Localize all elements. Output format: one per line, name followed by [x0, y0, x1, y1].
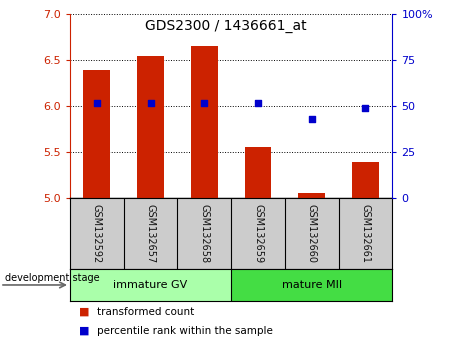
Text: GSM132661: GSM132661 — [360, 204, 371, 263]
Bar — [231, 269, 392, 301]
Text: ■: ■ — [79, 326, 89, 336]
Point — [362, 105, 369, 111]
Text: transformed count: transformed count — [97, 307, 194, 316]
Text: immature GV: immature GV — [113, 280, 188, 290]
Text: mature MII: mature MII — [282, 280, 342, 290]
Text: percentile rank within the sample: percentile rank within the sample — [97, 326, 273, 336]
Bar — [352, 162, 379, 198]
Text: GSM132659: GSM132659 — [253, 204, 263, 263]
Text: development stage: development stage — [5, 273, 99, 283]
Bar — [298, 193, 325, 198]
Bar — [191, 46, 218, 198]
Point — [201, 100, 208, 105]
Point — [147, 100, 154, 105]
Point — [93, 100, 101, 105]
Bar — [70, 269, 231, 301]
Text: ■: ■ — [79, 307, 89, 316]
Point — [254, 100, 262, 105]
Bar — [244, 147, 272, 198]
Point — [308, 116, 315, 122]
Text: GDS2300 / 1436661_at: GDS2300 / 1436661_at — [145, 19, 306, 34]
Text: GSM132592: GSM132592 — [92, 204, 102, 263]
Text: GSM132658: GSM132658 — [199, 204, 209, 263]
Text: GSM132657: GSM132657 — [146, 204, 156, 263]
Bar — [137, 56, 164, 198]
Text: GSM132660: GSM132660 — [307, 204, 317, 263]
Bar — [83, 70, 110, 198]
